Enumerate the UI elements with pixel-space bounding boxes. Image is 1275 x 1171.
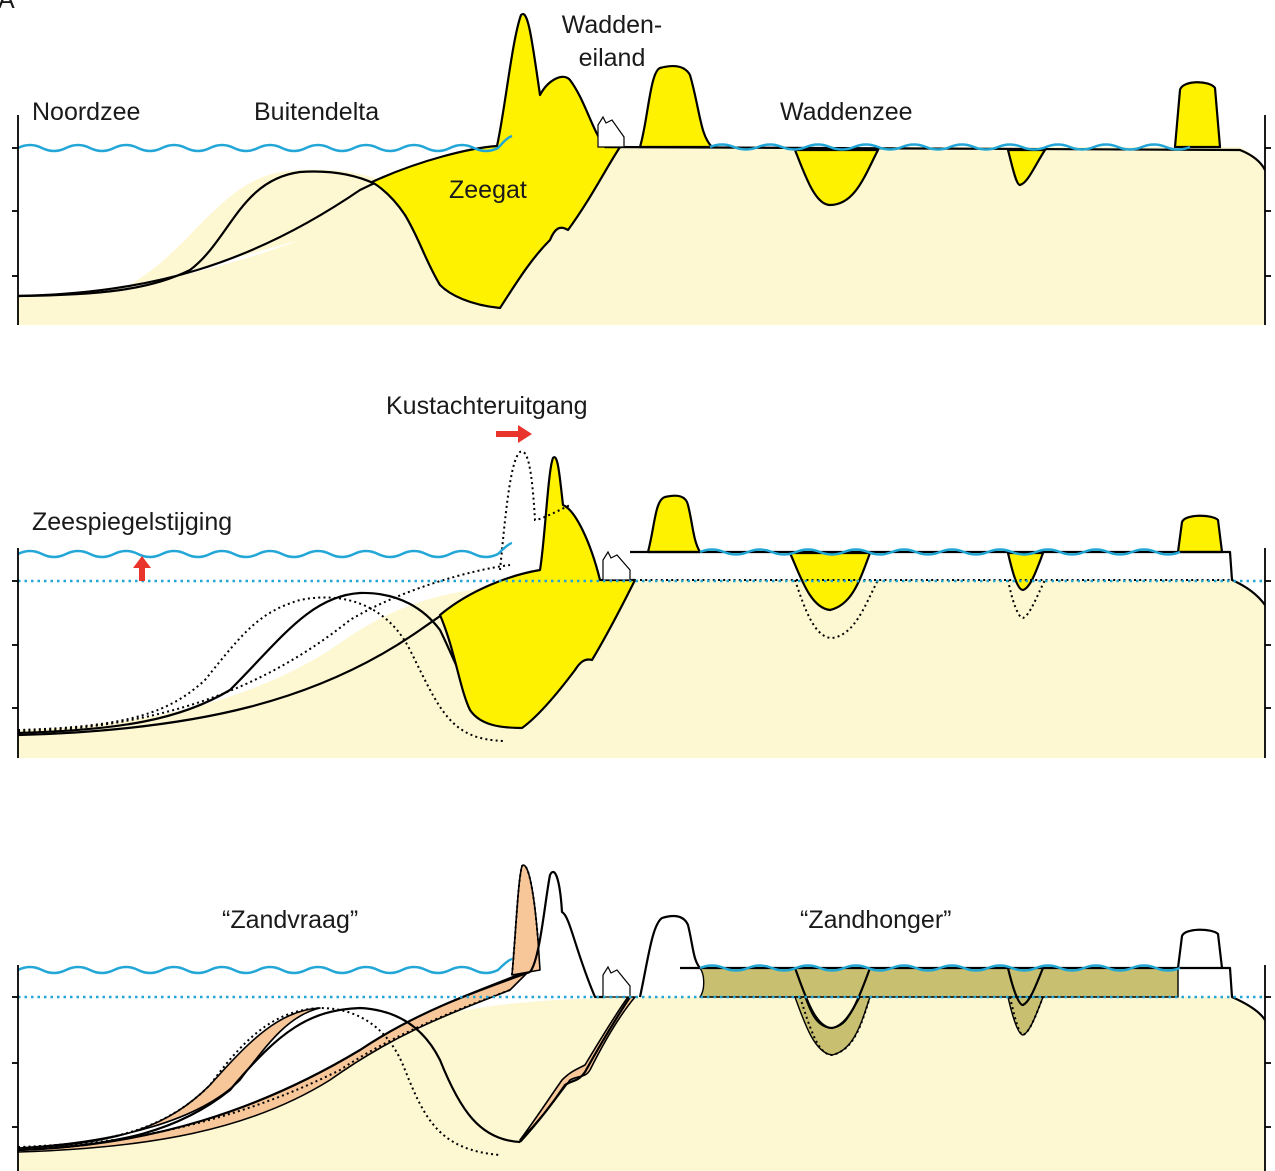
old-channel-1 — [799, 996, 871, 1057]
zeegat-body — [370, 12, 622, 310]
panel-top: Noordzee Buitendelta Wadden- eiland Wadd… — [12, 11, 1271, 325]
wadden-flat-surface — [604, 145, 1266, 171]
wadden-sea-surface — [699, 548, 1181, 556]
wadden-island — [638, 64, 714, 149]
label-kustachteruitgang: Kustachteruitgang — [386, 392, 588, 420]
label-wadden-line1: Wadden- — [562, 11, 663, 39]
inlet-profile — [519, 996, 631, 1143]
right-dune — [1176, 928, 1224, 969]
sea-surface — [17, 957, 513, 975]
house-icon — [597, 115, 625, 148]
tidal-channel-2 — [1006, 551, 1045, 592]
sand-body — [18, 147, 1265, 325]
old-inlet-peak — [499, 450, 571, 571]
label-wadden-line2: eiland — [579, 44, 646, 72]
inlet-peak — [529, 870, 605, 999]
sand-demand-inlet — [519, 996, 636, 1141]
house-icon — [602, 965, 631, 998]
label-waddenzee: Waddenzee — [780, 98, 913, 126]
right-dune — [1173, 81, 1222, 149]
house-icon — [602, 550, 631, 581]
channel-2-profile — [1006, 967, 1045, 1007]
coastal-retreat-arrow — [496, 425, 532, 443]
sand-body — [18, 580, 1265, 758]
label-zeegat: Zeegat — [449, 176, 527, 204]
tidal-channel-1 — [793, 148, 880, 207]
sand-hunger-flat — [699, 967, 1179, 998]
wadden-flat-surface — [680, 966, 1266, 1021]
panel-bottom: “Zandvraag” “Zandhonger” — [12, 864, 1271, 1171]
old-channel-2 — [1009, 996, 1044, 1037]
tidal-channel-2 — [1006, 148, 1047, 187]
tidal-channel-1 — [788, 551, 872, 612]
panel-middle: Kustachteruitgang Zeespiegelstijging — [12, 392, 1271, 758]
label-zandvraag: “Zandvraag” — [222, 906, 358, 934]
old-channel-2 — [1007, 579, 1046, 620]
wadden-sea-surface — [709, 143, 1191, 151]
label-buitendelta: Buitendelta — [254, 98, 379, 126]
right-dune — [1176, 514, 1224, 554]
wadden-island — [646, 494, 702, 554]
wadden-island — [638, 914, 701, 998]
old-inlet-peak — [511, 864, 539, 976]
label-zandhonger: “Zandhonger” — [800, 906, 951, 934]
sand-demand-delta — [17, 1007, 321, 1149]
wadden-sea-surface — [699, 964, 1181, 972]
sea-surface — [17, 541, 513, 559]
wadden-flat-surface — [630, 550, 1266, 606]
zeegat-body — [438, 456, 637, 730]
sea-surface — [17, 134, 513, 153]
channel-1-profile — [793, 967, 872, 1030]
sea-level-rise-arrow — [133, 556, 151, 581]
panel-label: A — [0, 0, 15, 14]
old-shoreface-profile — [17, 564, 511, 733]
old-shoreface-profile — [17, 989, 511, 1149]
sand-body — [18, 997, 1265, 1171]
old-channel-1 — [794, 579, 879, 640]
label-zeespiegelstijging: Zeespiegelstijging — [32, 508, 232, 536]
label-noordzee: Noordzee — [32, 98, 140, 126]
